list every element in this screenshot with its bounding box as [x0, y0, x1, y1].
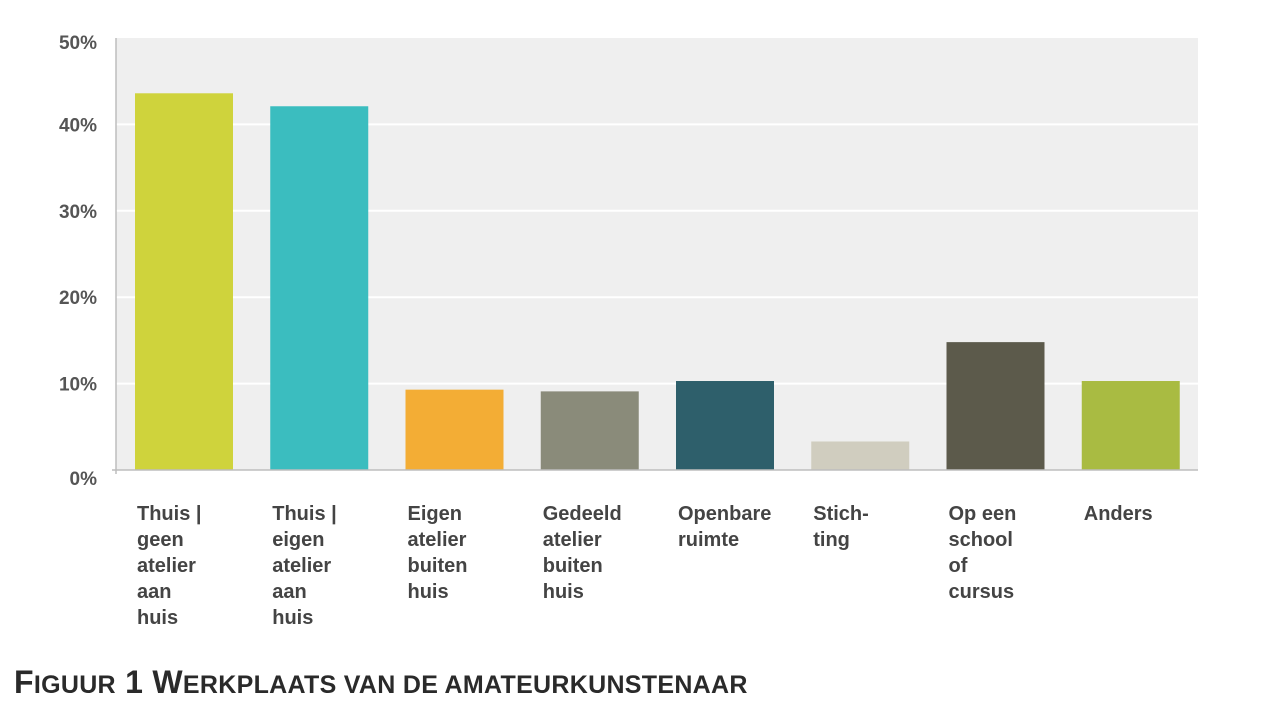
x-tick-label-line: cursus — [949, 581, 1015, 603]
x-tick-label-line: Openbare — [678, 503, 771, 525]
x-tick-label-line: atelier — [543, 529, 602, 551]
x-tick-label: Thuis | eigen atelier aan huis — [272, 503, 336, 629]
y-tick-label: 10% — [59, 375, 97, 396]
y-tick-label: 30% — [59, 202, 97, 223]
bar — [540, 391, 639, 470]
x-tick-label-line: school — [949, 529, 1013, 551]
y-tick-label: 20% — [59, 288, 97, 309]
bars — [135, 93, 1180, 471]
x-tick-label-line: geen — [137, 529, 184, 551]
y-tick-label: 0% — [70, 469, 98, 490]
x-tick-label-line: aan — [272, 581, 306, 603]
caption-part: ERKPLAATS VAN DE AMATEURKUNSTENAAR — [182, 671, 748, 699]
x-tick-label-line: Thuis | — [272, 503, 336, 525]
bar — [676, 381, 774, 470]
x-tick-label: Gedeeld atelier buiten huis — [543, 503, 622, 603]
figure-caption: FIGUUR 1 WERKPLAATS VAN DE AMATEURKUNSTE… — [14, 664, 1264, 701]
x-tick-label-line: Thuis | — [137, 503, 201, 525]
caption-part: F — [14, 664, 34, 700]
caption-part: W — [152, 664, 183, 700]
x-tick-label-line: atelier — [408, 529, 467, 551]
x-tick-label: Stich-ting — [813, 503, 869, 551]
caption-part: 1 — [115, 664, 153, 700]
x-tick-labels: Thuis | geen atelier aan huis Thuis | eigen ate… — [137, 503, 1153, 629]
x-tick-label-line: Gedeeld — [543, 503, 622, 525]
bar — [135, 93, 233, 471]
x-tick-label-line: eigen — [272, 529, 324, 551]
caption-part: IGUUR — [33, 671, 116, 699]
bar — [1081, 381, 1180, 470]
bar — [405, 389, 504, 470]
x-tick-label-line: huis — [272, 607, 313, 629]
x-tick-label-line: huis — [408, 581, 449, 603]
x-tick-label-line: Op een — [949, 503, 1017, 525]
x-tick-label-line: atelier — [272, 555, 331, 577]
x-tick-label: Op een school of cursus — [949, 503, 1017, 603]
bar — [946, 342, 1045, 470]
bar — [270, 106, 369, 471]
x-tick-label-line: Stich- — [813, 503, 869, 525]
bar — [811, 441, 910, 470]
x-tick-label-line: huis — [543, 581, 584, 603]
x-tick-label-line: ting — [813, 529, 850, 551]
x-tick-label-line: Anders — [1084, 503, 1153, 525]
x-tick-label: Thuis | geen atelier aan huis — [137, 503, 201, 629]
x-tick-label-line: of — [949, 555, 968, 577]
x-tick-label-line: atelier — [137, 555, 196, 577]
x-tick-label-line: Eigen — [408, 503, 462, 525]
x-tick-label-line: buiten — [408, 555, 468, 577]
x-tick-label: Anders — [1084, 503, 1153, 525]
y-tick-label: 50% — [59, 33, 97, 54]
x-tick-label-line: ruimte — [678, 529, 739, 551]
y-tick-label: 40% — [59, 115, 97, 136]
x-tick-label-line: huis — [137, 607, 178, 629]
x-tick-label-line: aan — [137, 581, 171, 603]
x-tick-label: Eigen atelier buiten huis — [408, 503, 468, 603]
y-tick-labels: 0% 10% 20% 30% 40% 50% — [59, 33, 97, 490]
x-tick-label-line: buiten — [543, 555, 603, 577]
x-tick-label: Openbare ruimte — [678, 503, 771, 551]
